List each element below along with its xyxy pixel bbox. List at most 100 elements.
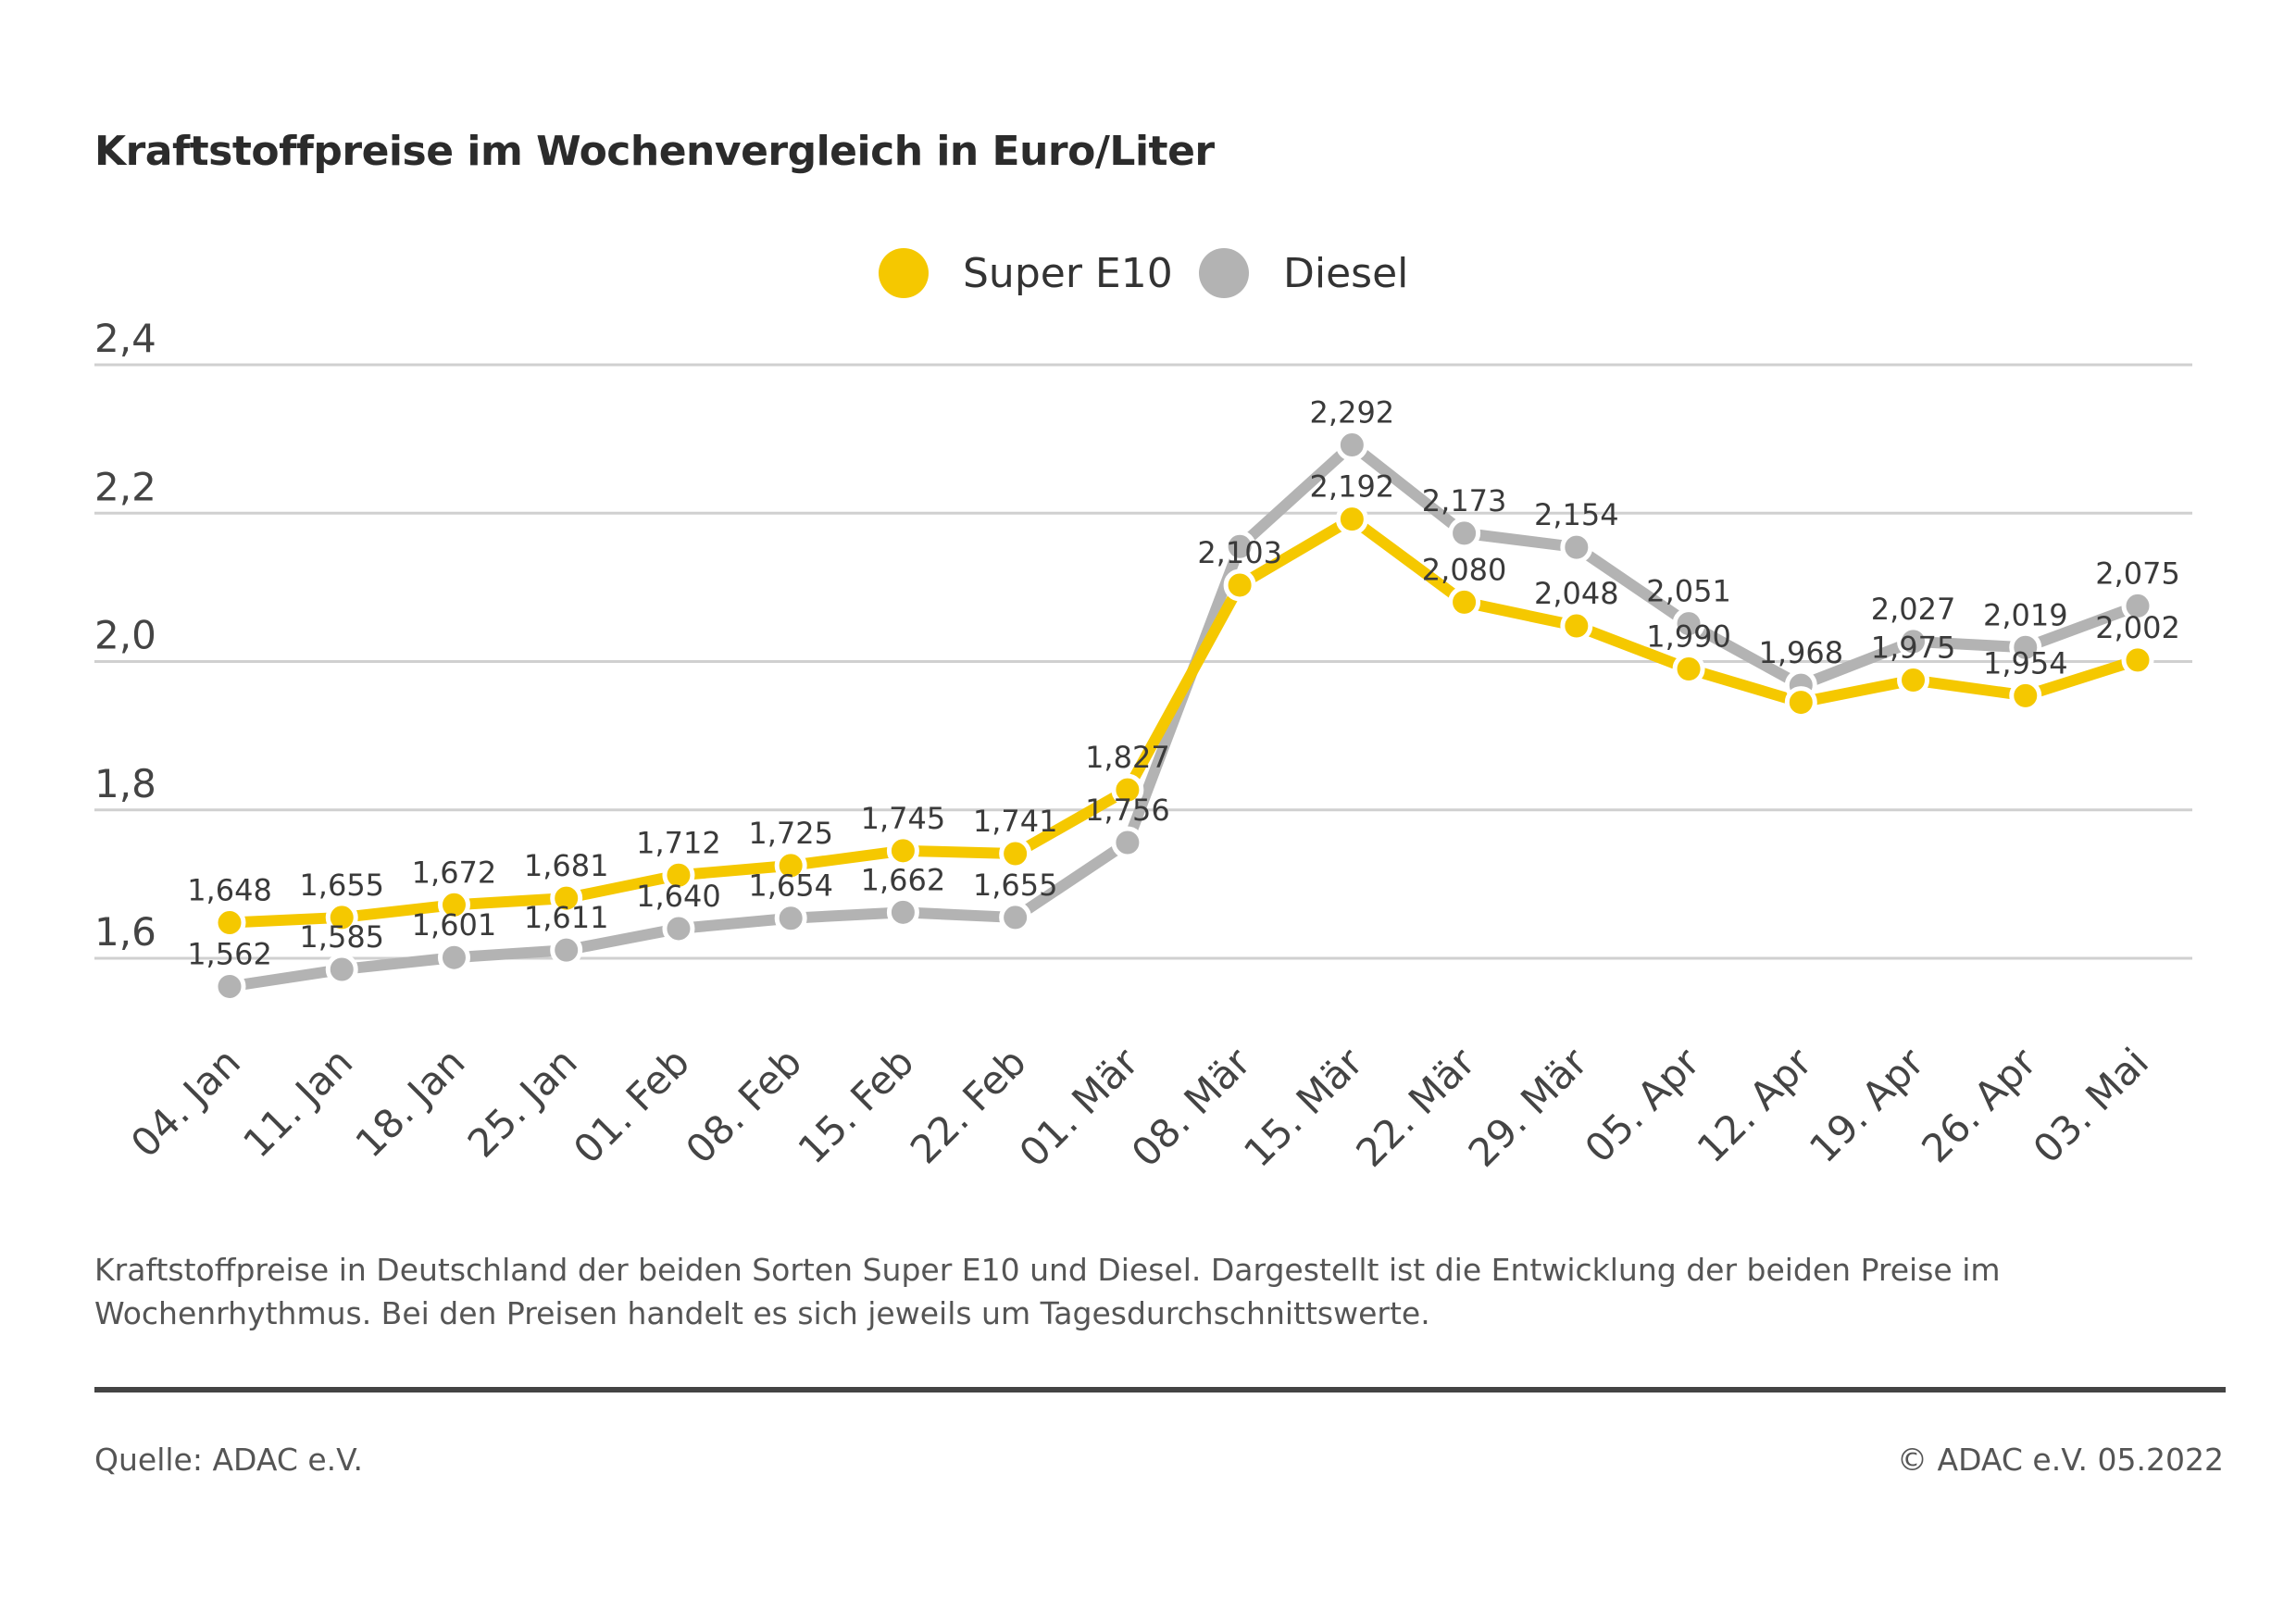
data-point [1672, 607, 1705, 641]
data-label: 2,048 [1534, 576, 1619, 611]
data-point [1335, 503, 1368, 536]
data-point [1223, 530, 1256, 563]
data-label: 2,173 [1422, 483, 1507, 518]
data-label: 1,741 [973, 804, 1058, 839]
y-tick-label: 2,2 [94, 464, 156, 509]
data-point [1560, 531, 1593, 564]
data-label: 1,745 [861, 801, 946, 836]
data-point [1223, 568, 1256, 602]
x-tick-label: 08. Feb [677, 1039, 810, 1172]
data-label: 1,990 [1646, 619, 1731, 655]
x-tick-label: 26. Apr [1913, 1039, 2045, 1171]
data-point [437, 888, 470, 921]
y-tick-label: 2,0 [94, 613, 156, 658]
data-point [2121, 589, 2154, 622]
data-label: 1,662 [861, 862, 946, 897]
data-point [774, 849, 807, 882]
x-tick-label: 08. Mär [1123, 1039, 1260, 1176]
data-label: 2,002 [2095, 610, 2180, 645]
data-label: 2,027 [1871, 592, 1956, 627]
data-point [1111, 773, 1144, 806]
data-point [325, 901, 358, 934]
data-label: 2,154 [1534, 497, 1619, 532]
data-label: 2,192 [1310, 469, 1395, 505]
data-point [662, 858, 695, 892]
data-label: 1,648 [187, 873, 272, 908]
chart-title: Kraftstoffpreise im Wochenvergleich in E… [94, 128, 1215, 175]
data-label: 2,103 [1197, 535, 1282, 570]
y-tick-label: 1,8 [94, 761, 156, 806]
data-label: 2,080 [1422, 552, 1507, 587]
data-label: 1,712 [636, 825, 721, 860]
series-line-super-e10 [229, 513, 2140, 929]
x-tick-label: 29. Mär [1460, 1039, 1597, 1176]
legend-label: Super E10 [963, 250, 1173, 297]
x-tick-label: 22. Mär [1347, 1039, 1484, 1176]
x-tick-label: 11. Jan [234, 1039, 361, 1166]
x-tick-label: 15. Feb [790, 1039, 923, 1172]
x-tick-label: 19. Apr [1801, 1039, 1933, 1171]
data-label: 2,051 [1646, 574, 1731, 609]
data-point [325, 953, 358, 986]
x-tick-label: 22. Feb [902, 1039, 1035, 1172]
data-label: 1,954 [1983, 645, 2068, 681]
data-point [2009, 679, 2042, 712]
data-label: 1,725 [748, 816, 833, 851]
data-point [213, 906, 246, 940]
data-label: 1,681 [524, 848, 609, 883]
copyright-text: © ADAC e.V. 05.2022 [1897, 1442, 2224, 1478]
data-point [1448, 517, 1481, 550]
x-tick-label: 15. Mär [1235, 1039, 1372, 1176]
x-tick-label: 12. Apr [1689, 1039, 1821, 1171]
data-label: 2,292 [1310, 395, 1395, 431]
data-point [1784, 686, 1817, 719]
legend-marker-super-e10 [879, 248, 929, 298]
data-point [550, 933, 583, 967]
x-tick-label: 01. Feb [565, 1039, 698, 1172]
data-label: 1,968 [1758, 635, 1843, 670]
data-point [886, 834, 919, 868]
divider [94, 1387, 2226, 1392]
data-point [1111, 826, 1144, 859]
data-label: 1,827 [1085, 740, 1170, 775]
data-label: 2,019 [1983, 597, 2068, 632]
data-point [213, 969, 246, 1003]
data-point [2121, 643, 2154, 677]
source-text: Quelle: ADAC e.V. [94, 1442, 363, 1478]
data-label: 2,075 [2095, 556, 2180, 591]
data-label: 1,756 [1085, 793, 1170, 828]
data-point [886, 895, 919, 929]
data-point [1560, 609, 1593, 643]
data-label: 1,601 [412, 907, 497, 943]
data-point [1335, 429, 1368, 462]
data-label: 1,585 [299, 919, 384, 955]
data-label: 1,611 [524, 900, 609, 935]
chart-note: Kraftstoffpreise in Deutschland der beid… [94, 1252, 2001, 1331]
x-tick-label: 01. Mär [1011, 1039, 1148, 1176]
x-tick-label: 05. Apr [1576, 1039, 1708, 1171]
data-label: 1,655 [973, 868, 1058, 903]
data-label: 1,562 [187, 936, 272, 971]
x-tick-label: 03. Mai [2025, 1039, 2157, 1171]
data-point [1897, 625, 1930, 658]
y-tick-label: 2,4 [94, 316, 156, 361]
legend-label: Diesel [1283, 250, 1408, 297]
data-point [774, 902, 807, 935]
data-point [1672, 653, 1705, 686]
data-label: 1,975 [1871, 631, 1956, 666]
data-point [550, 881, 583, 915]
data-label: 1,655 [299, 868, 384, 903]
data-point [662, 912, 695, 945]
data-point [999, 837, 1032, 870]
x-tick-label: 25. Jan [459, 1039, 586, 1166]
data-label: 1,640 [636, 879, 721, 914]
x-tick-label: 04. Jan [122, 1039, 249, 1166]
data-point [999, 901, 1032, 934]
data-point [2009, 631, 2042, 664]
data-label: 1,654 [748, 868, 833, 904]
data-label: 1,672 [412, 855, 497, 890]
x-tick-label: 18. Jan [346, 1039, 473, 1166]
y-tick-label: 1,6 [94, 909, 156, 955]
legend-marker-diesel [1199, 248, 1249, 298]
